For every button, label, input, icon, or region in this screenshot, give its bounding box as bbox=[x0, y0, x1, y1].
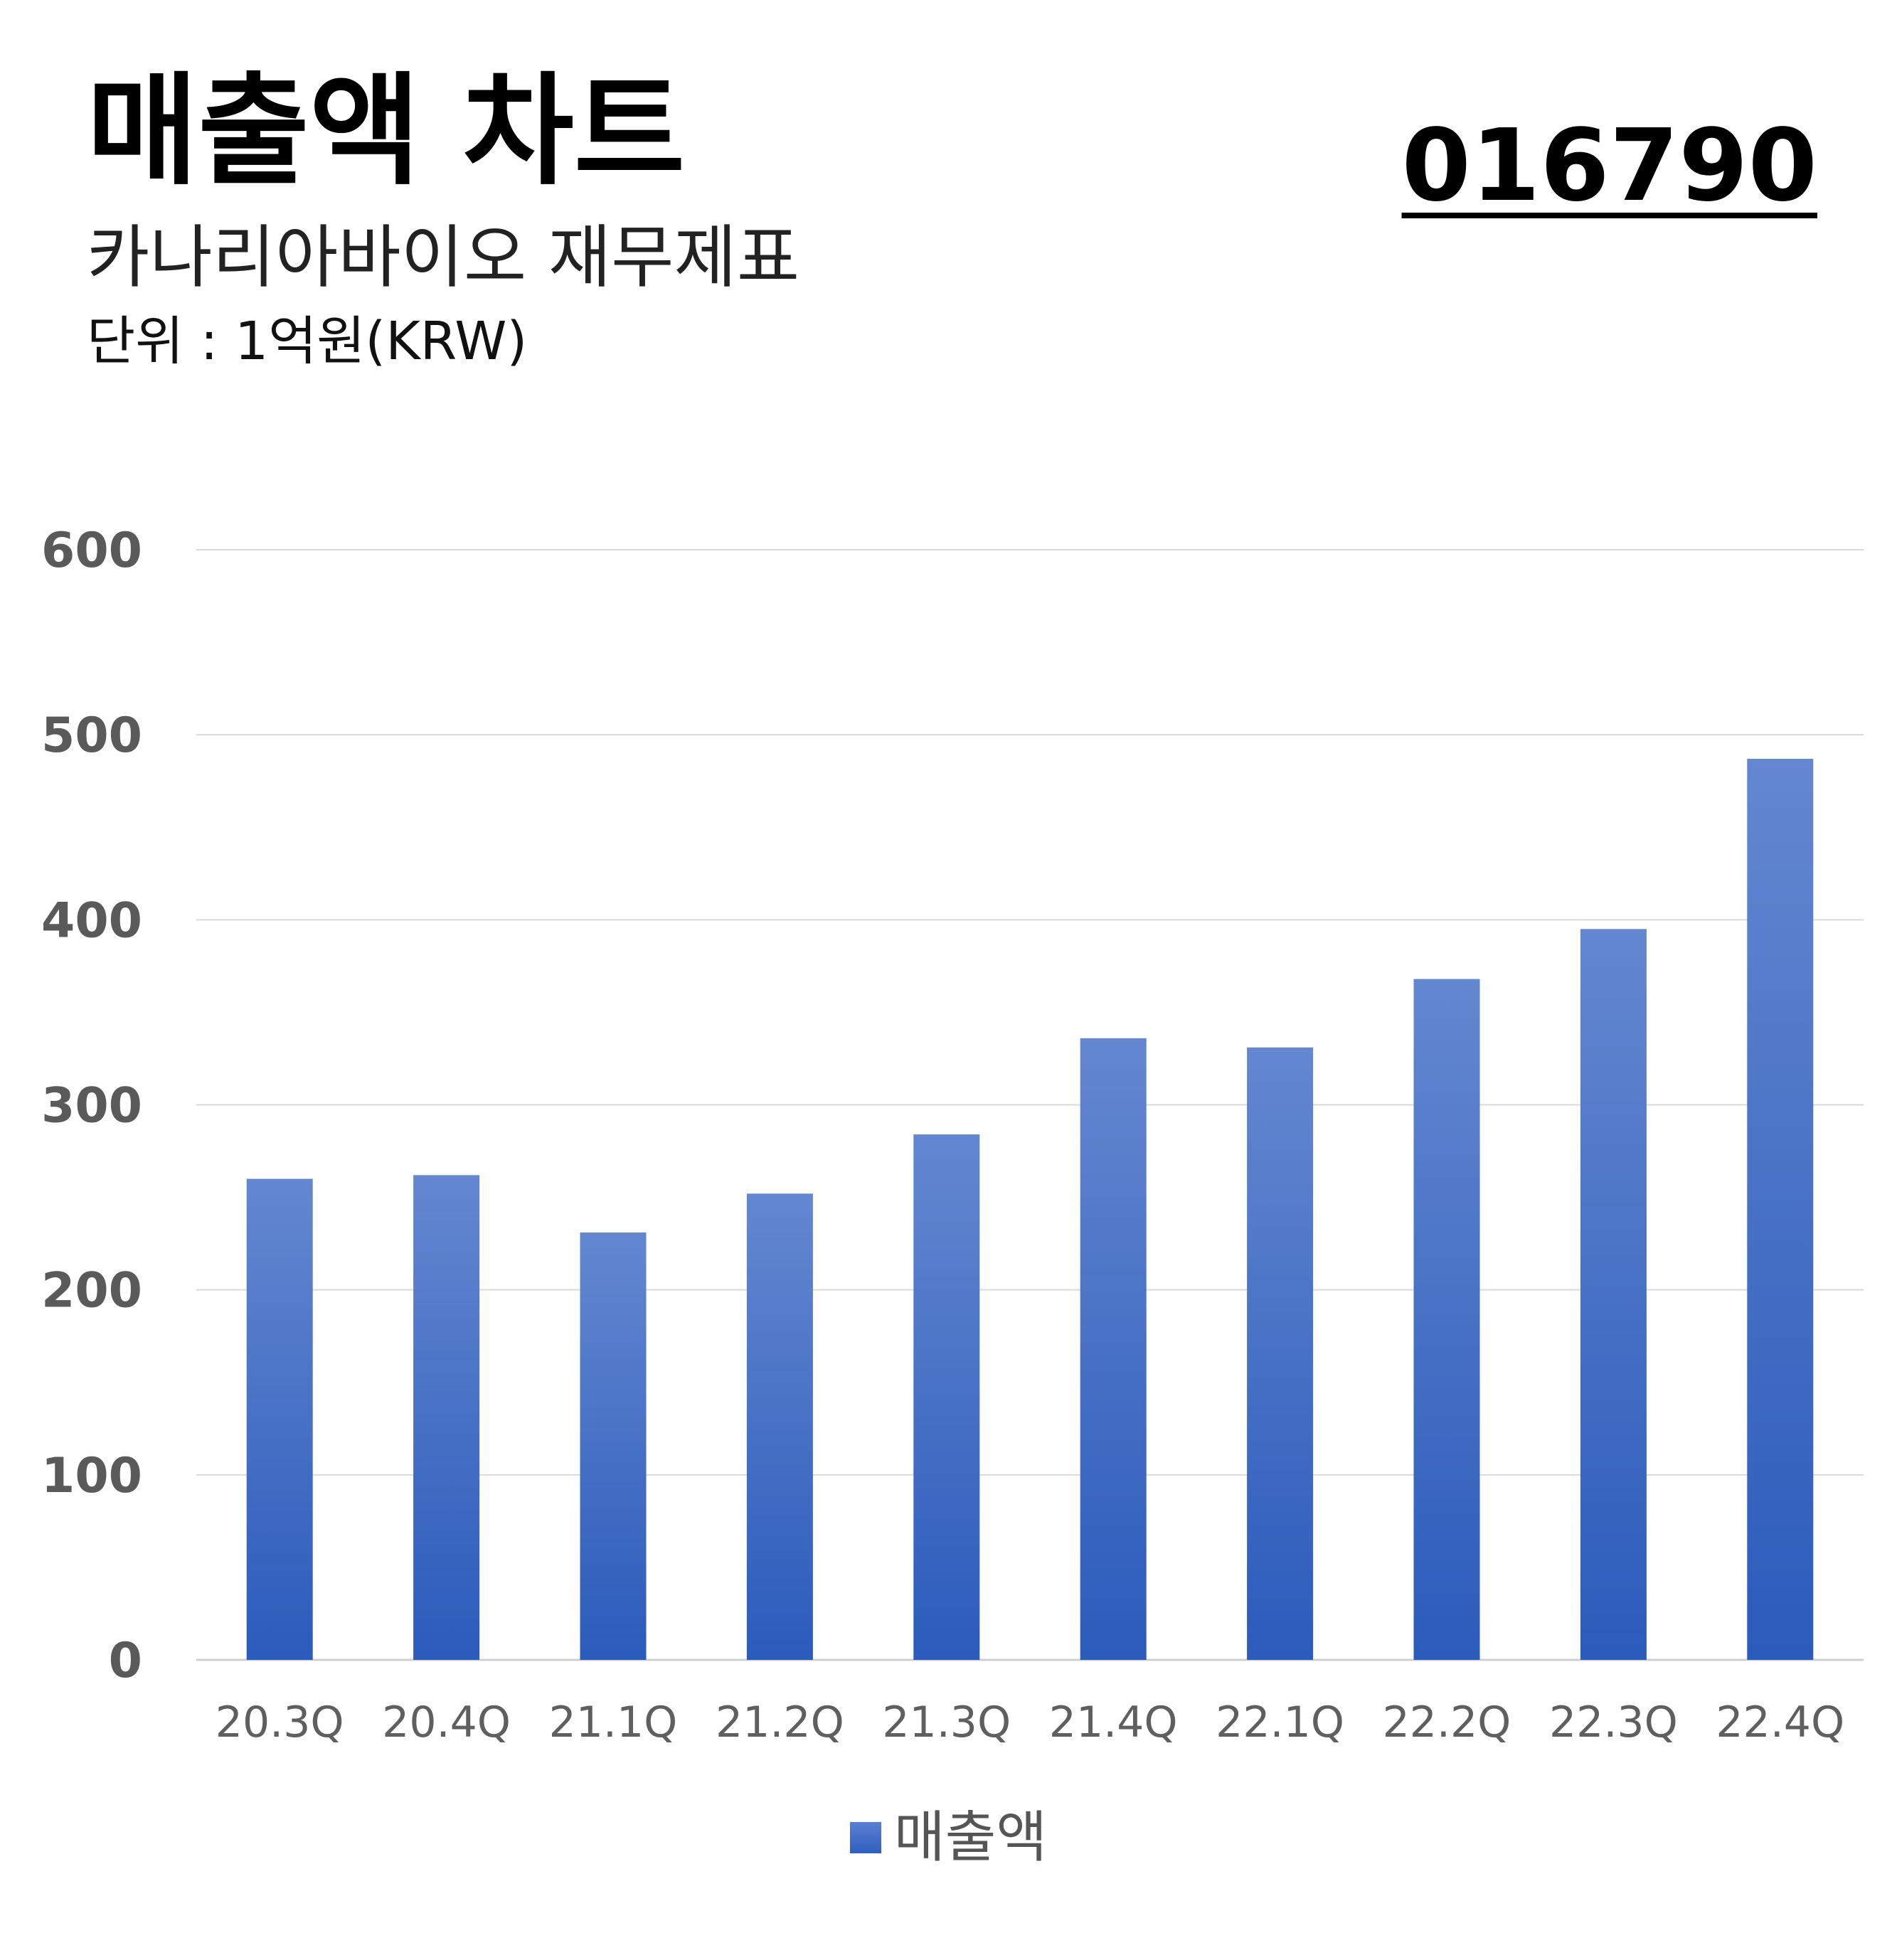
bar-21.4Q bbox=[1080, 1038, 1147, 1660]
bar-22.4Q bbox=[1747, 758, 1814, 1660]
legend-label: 매출액 bbox=[893, 1806, 1048, 1870]
y-axis: 0 100 200 300 400 500 600 bbox=[41, 523, 142, 1689]
x-tick-label: 21.4Q bbox=[1049, 1698, 1178, 1747]
y-tick-label: 300 bbox=[41, 1078, 142, 1134]
bar-21.3Q bbox=[913, 1134, 980, 1660]
bar-22.3Q bbox=[1580, 929, 1647, 1660]
x-tick-label: 22.1Q bbox=[1216, 1698, 1344, 1747]
y-tick-label: 500 bbox=[41, 708, 142, 764]
bar-20.4Q bbox=[413, 1175, 480, 1660]
legend-swatch bbox=[849, 1822, 881, 1853]
y-tick-label: 0 bbox=[109, 1633, 142, 1689]
y-tick-label: 400 bbox=[41, 893, 142, 949]
x-axis: 20.3Q 20.4Q 21.1Q 21.2Q 21.3Q 21.4Q 22.1Q 22.2Q… bbox=[216, 1698, 1844, 1747]
bar-22.1Q bbox=[1247, 1047, 1314, 1660]
chart-title: 매출액 차트 bbox=[87, 61, 686, 202]
bar-22.2Q bbox=[1413, 979, 1480, 1660]
x-tick-label: 20.4Q bbox=[382, 1698, 511, 1747]
bar-20.3Q bbox=[246, 1178, 313, 1660]
y-tick-label: 100 bbox=[41, 1448, 142, 1504]
chart-subtitle: 카나리아바이오 재무제표 bbox=[87, 218, 800, 297]
x-tick-label: 22.4Q bbox=[1716, 1698, 1844, 1747]
bar-21.2Q bbox=[746, 1193, 813, 1660]
x-tick-label: 22.3Q bbox=[1549, 1698, 1678, 1747]
x-tick-label: 21.3Q bbox=[882, 1698, 1011, 1747]
x-tick-label: 22.2Q bbox=[1383, 1698, 1511, 1747]
y-tick-label: 200 bbox=[41, 1263, 142, 1319]
y-tick-label: 600 bbox=[41, 523, 142, 579]
unit-label: 단위 : 1억원(KRW) bbox=[87, 311, 528, 372]
bar-21.1Q bbox=[580, 1232, 647, 1660]
x-tick-label: 21.2Q bbox=[716, 1698, 844, 1747]
stock-code: 016790 bbox=[1401, 108, 1817, 224]
bars bbox=[246, 758, 1814, 1660]
x-tick-label: 21.1Q bbox=[549, 1698, 678, 1747]
x-tick-label: 20.3Q bbox=[216, 1698, 344, 1747]
legend: 매출액 bbox=[0, 1810, 1897, 1865]
